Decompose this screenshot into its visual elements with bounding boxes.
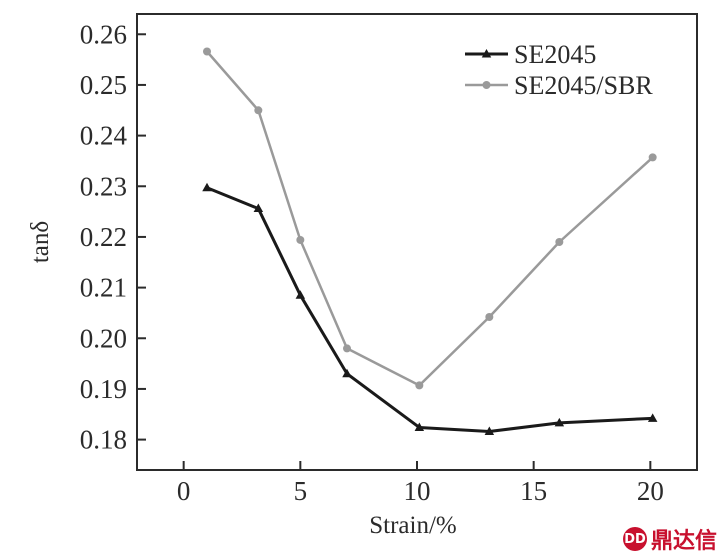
- series-0: [202, 182, 658, 435]
- y-tick-label: 0.18: [80, 425, 127, 455]
- legend-marker: [482, 81, 491, 89]
- y-tick-label: 0.22: [80, 222, 127, 252]
- x-tick-label: 20: [637, 476, 664, 506]
- y-tick-label: 0.20: [80, 323, 127, 353]
- data-point: [414, 422, 425, 431]
- y-tick-label: 0.26: [80, 19, 127, 49]
- y-tick-label: 0.23: [80, 171, 127, 201]
- data-point: [647, 413, 658, 422]
- data-point: [484, 426, 495, 435]
- series-layer: [202, 47, 658, 435]
- watermark: DD 鼎达信: [622, 523, 717, 555]
- series-line: [206, 50, 654, 387]
- data-point: [202, 182, 212, 192]
- data-point: [203, 47, 211, 56]
- x-axis-ticks: 0 5 10 15 20: [177, 461, 664, 506]
- data-point: [485, 312, 494, 321]
- series-line: [206, 186, 653, 433]
- x-tick-label: 0: [177, 476, 191, 506]
- y-tick-label: 0.19: [80, 374, 127, 404]
- legend-item: SE2045/SBR: [465, 71, 653, 100]
- data-point: [555, 238, 564, 246]
- x-tick-label: 10: [404, 476, 431, 506]
- y-tick-label: 0.21: [80, 273, 127, 303]
- legend-item: SE2045: [465, 40, 596, 69]
- series-1: [203, 47, 657, 390]
- x-tick-label: 15: [520, 476, 547, 506]
- y-axis-label: tanδ: [27, 221, 54, 263]
- watermark-text: 鼎达信: [650, 529, 717, 554]
- legend-label: SE2045/SBR: [514, 71, 653, 100]
- x-tick-label: 5: [294, 476, 308, 506]
- data-point: [648, 153, 657, 162]
- y-axis-ticks: 0.18 0.19 0.20 0.21 0.22 0.23 0.24 0.25 0.26: [80, 19, 146, 455]
- data-point: [253, 203, 264, 213]
- data-point: [415, 381, 424, 390]
- data-point: [342, 368, 352, 378]
- legend-label: SE2045: [514, 40, 596, 69]
- data-point: [343, 344, 351, 353]
- data-point: [554, 417, 565, 427]
- y-tick-label: 0.24: [80, 121, 128, 151]
- legend-marker: [481, 49, 492, 58]
- watermark-logo-icon: DD: [622, 527, 647, 551]
- data-point: [296, 235, 305, 244]
- data-point: [254, 106, 263, 115]
- data-point: [295, 290, 306, 299]
- y-tick-label: 0.25: [80, 70, 127, 100]
- x-axis-label: Strain/%: [369, 512, 457, 539]
